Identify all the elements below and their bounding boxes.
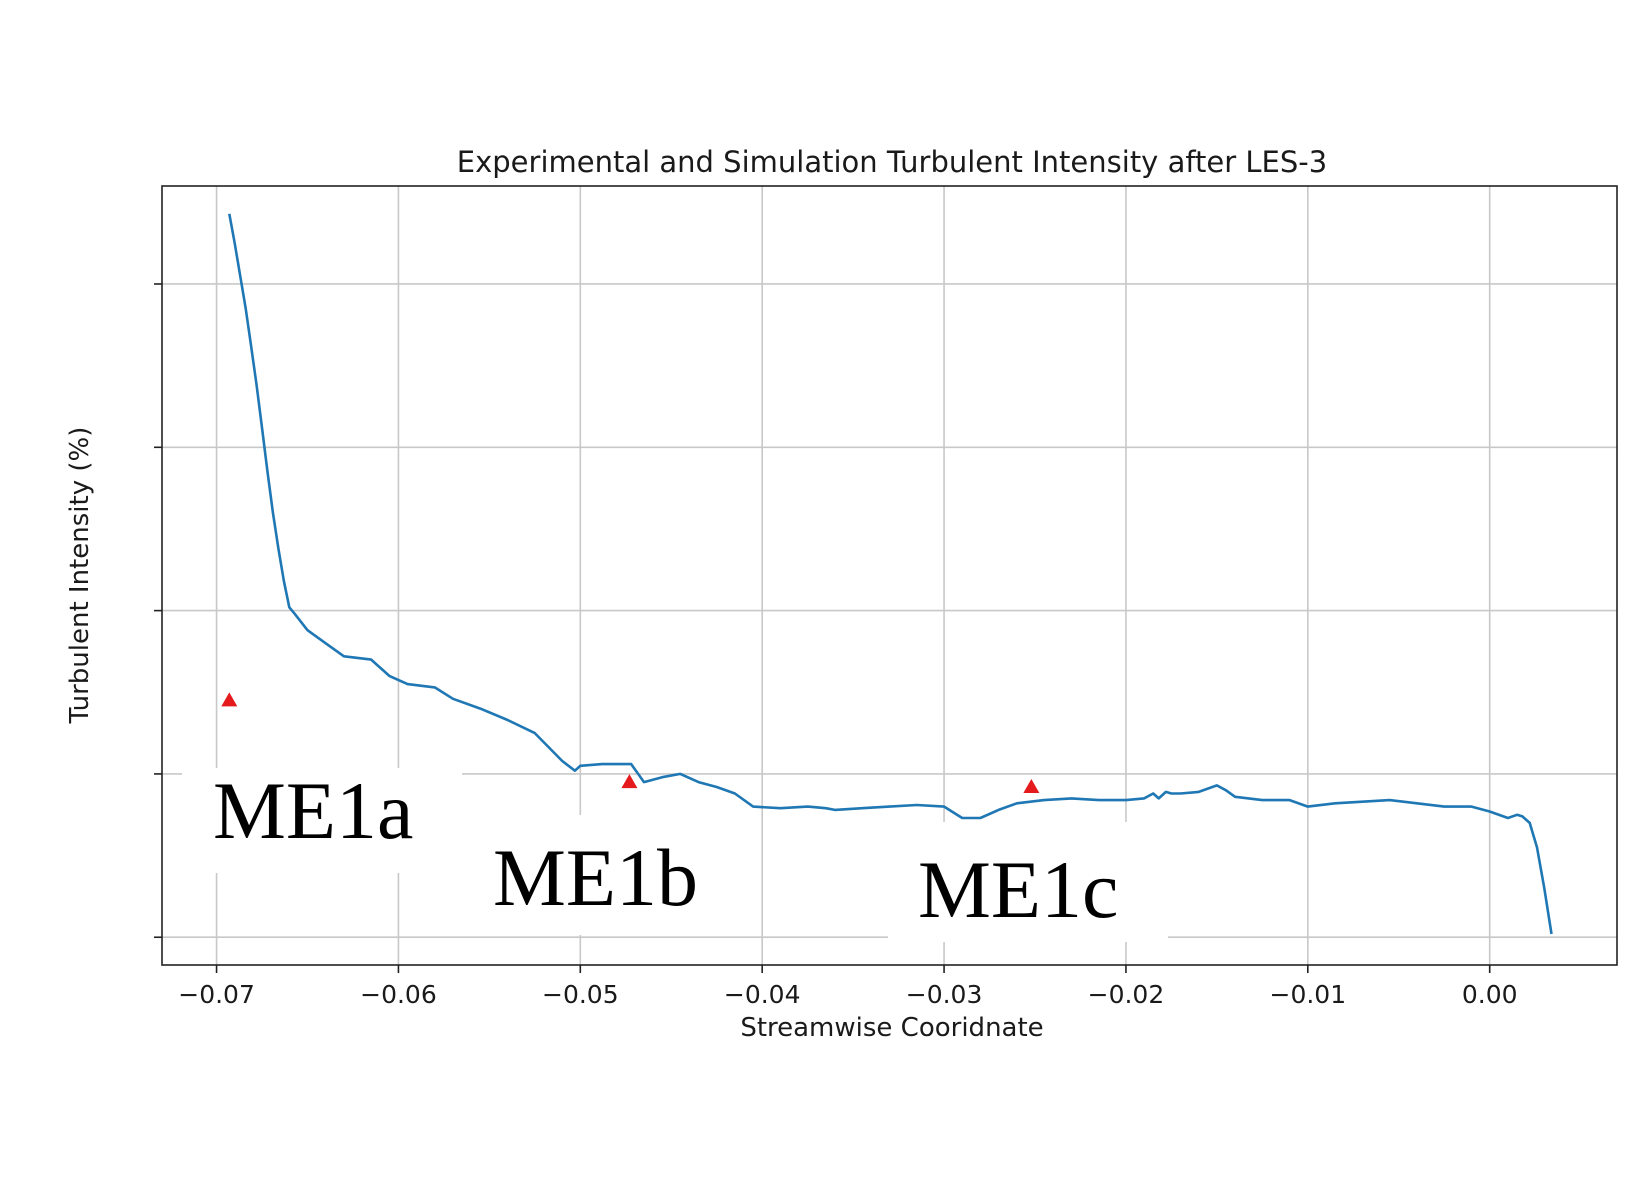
x-tick-label: −0.01 [1270,980,1347,1009]
x-tick-label: 0.00 [1462,980,1518,1009]
label-background [466,815,756,935]
annotation-me1b: ME1b [493,832,698,923]
simulation-line [228,213,1553,935]
label-background [888,822,1168,942]
plot-frame [161,185,1618,966]
x-tick-label: −0.02 [1088,980,1165,1009]
label-background [182,768,462,873]
series-layer [221,213,1553,935]
y-ticks [154,283,162,939]
x-tick-label: −0.05 [542,980,619,1009]
chart-title: Experimental and Simulation Turbulent In… [457,145,1327,179]
annotation-me1a: ME1a [213,765,413,856]
x-tick-label: −0.04 [724,980,801,1009]
x-ticks: −0.07 −0.06 −0.05 −0.04 −0.03 −0.02 −0.01 0.00 [178,965,1518,1009]
x-tick-label: −0.07 [178,980,255,1009]
experimental-marker [621,774,638,789]
experimental-marker [221,692,238,707]
label-backgrounds [182,768,1168,942]
x-axis-label: Streamwise Cooridnate [740,1013,1043,1043]
annotation-me1c: ME1c [918,844,1118,935]
x-tick-label: −0.03 [906,980,983,1009]
y-axis-label: Turbulent Intensity (%) [65,427,95,725]
experimental-marker [1023,778,1040,793]
x-tick-label: −0.06 [360,980,437,1009]
